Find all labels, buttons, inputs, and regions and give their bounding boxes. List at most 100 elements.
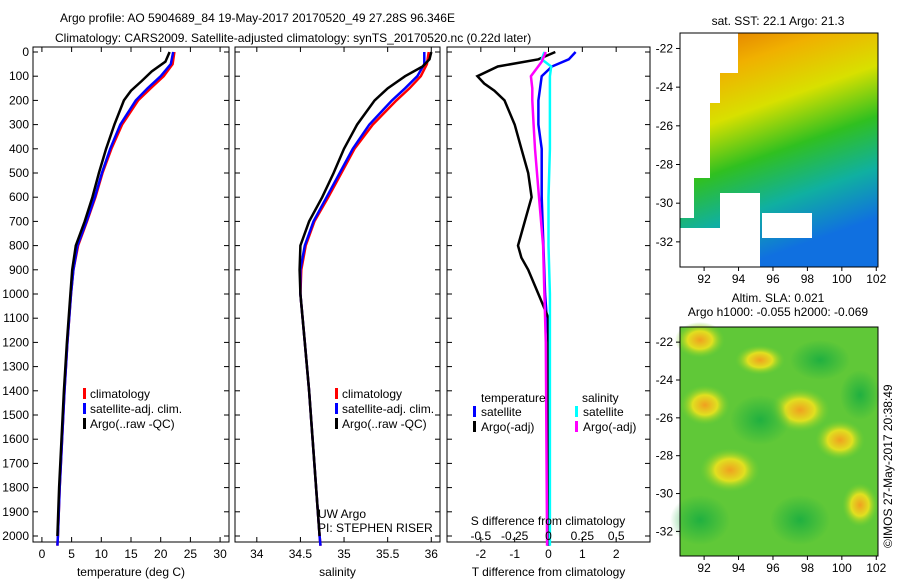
y-tick-label: -22	[656, 335, 674, 349]
panel-frame	[234, 46, 441, 543]
y-tick-label: -32	[656, 235, 674, 249]
legend-swatch	[575, 421, 578, 432]
x-tick-label: 96	[766, 272, 780, 286]
land-mask	[685, 163, 705, 168]
y-tick-label: 200	[9, 93, 29, 107]
x-tick-label: 1	[579, 547, 586, 561]
legend-label: Argo(-adj)	[481, 420, 534, 434]
y-tick-label: -26	[656, 119, 674, 133]
x-tick-label: 35	[337, 547, 351, 561]
legend-swatch	[335, 403, 338, 414]
legend-swatch	[83, 418, 86, 429]
y-tick-label: 1000	[2, 287, 29, 301]
y-tick-label: -22	[656, 41, 674, 55]
sla-anomaly	[700, 448, 760, 492]
sla-map-title-2: Argo h1000: -0.055 h2000: -0.069	[688, 305, 868, 319]
series-line-s-argo-adj-	[529, 51, 549, 546]
map-frame	[679, 32, 879, 268]
x-tick-label: 15	[124, 547, 138, 561]
x-tick-label: 35.5	[376, 547, 400, 561]
legend-swatch	[335, 388, 338, 399]
sla-anomaly	[730, 395, 790, 445]
legend-label: Argo(..raw -QC)	[90, 417, 175, 431]
y-tick-label: -28	[656, 449, 674, 463]
x-tick-label: 5	[68, 547, 75, 561]
x-tick-label: 100	[832, 561, 852, 575]
y-tick-label: 1200	[2, 335, 29, 349]
y-tick-label: 1900	[2, 505, 29, 519]
land-mask	[680, 178, 694, 218]
y-tick-label: 2000	[2, 529, 29, 543]
legend-label: Argo(..raw -QC)	[342, 417, 427, 431]
panel-frame	[32, 46, 230, 543]
y-tick-label: -30	[656, 487, 674, 501]
legend-swatch	[335, 418, 338, 429]
x-tick-label: -2	[475, 547, 486, 561]
x-tick-label: 34.5	[289, 547, 313, 561]
legend-label: satellite-adj. clim.	[342, 402, 434, 416]
map-frame	[679, 326, 879, 557]
land-mask	[720, 193, 760, 267]
y-tick-label: 400	[9, 142, 29, 156]
y-tick-label: 300	[9, 118, 29, 132]
series-line-satellite-adj-clim-	[56, 51, 175, 546]
difference-profile-panel: -2 -1 0 1 2 T difference from climatology temp…	[446, 46, 651, 579]
legend-swatch	[473, 421, 476, 432]
x-axis-label: temperature (deg C)	[77, 565, 185, 579]
x-tick-label: 100	[832, 272, 852, 286]
y-tick-label: 1500	[2, 408, 29, 422]
x-tick-label: 20	[154, 547, 168, 561]
legend-swatch	[473, 406, 476, 417]
x2-tick-label: -0.5	[470, 529, 491, 543]
legend-label: satellite	[583, 405, 624, 419]
x-tick-label: 94	[732, 272, 746, 286]
sla-anomaly	[840, 370, 880, 420]
series-line-satellite-adj-clim-	[299, 52, 426, 546]
series-line-climatology	[299, 51, 430, 546]
sla-anomaly	[670, 495, 730, 545]
x-tick-label: 0	[39, 547, 46, 561]
y-tick-label: 700	[9, 214, 29, 228]
x2-tick-label: 0.25	[571, 529, 595, 543]
series-line-argo-raw-qc-	[298, 51, 433, 537]
x-axis-label: T difference from climatology	[472, 565, 626, 579]
copyright-label: ©IMOS 27-May-2017 20:38:49	[881, 384, 895, 548]
sla-map-title-1: Altim. SLA: 0.021	[732, 291, 825, 305]
series-line-argo-raw-qc-	[56, 51, 171, 537]
sla-anomaly	[675, 322, 725, 358]
x-tick-label: 96	[766, 561, 780, 575]
x-tick-label: 10	[95, 547, 109, 561]
x-tick-label: 30	[213, 547, 227, 561]
y-tick-label: 1100	[3, 311, 29, 325]
land-mask	[762, 213, 812, 238]
legend-label: Argo(-adj)	[583, 420, 636, 434]
sla-anomaly	[735, 345, 785, 375]
annotation-line: PI: STEPHEN RISER	[318, 521, 433, 535]
sla-anomaly	[790, 340, 850, 380]
y-tick-label: 800	[9, 239, 29, 253]
legend-swatch	[83, 388, 86, 399]
x-tick-label: 36	[425, 547, 439, 561]
sst-map-title: sat. SST: 22.1 Argo: 21.3	[712, 14, 845, 28]
x-tick-label: 98	[801, 272, 815, 286]
x-tick-label: 25	[184, 547, 198, 561]
legend-title-salinity: salinity	[582, 391, 619, 405]
legend-title-temperature: temperature	[481, 391, 546, 405]
salinity-profile-panel: 34 34.5 35 35.5 36 salinity climatologysatelli…	[234, 46, 441, 579]
legend-label: satellite	[481, 405, 522, 419]
y-tick-label: -26	[656, 411, 674, 425]
x-tick-label: 2	[613, 547, 620, 561]
land-mask	[680, 33, 738, 73]
series-line-climatology	[56, 51, 176, 546]
land-mask	[680, 73, 720, 103]
title-line-2: Climatology: CARS2009. Satellite-adjuste…	[55, 31, 531, 45]
y-tick-label: -30	[656, 196, 674, 210]
y-tick-label: -32	[656, 524, 674, 538]
x-axis-label: salinity	[319, 565, 356, 579]
sla-anomaly	[815, 420, 865, 460]
x-tick-label: 34	[250, 547, 264, 561]
annotation-line: UW Argo	[318, 507, 366, 521]
y-tick-label: 1700	[2, 456, 29, 470]
